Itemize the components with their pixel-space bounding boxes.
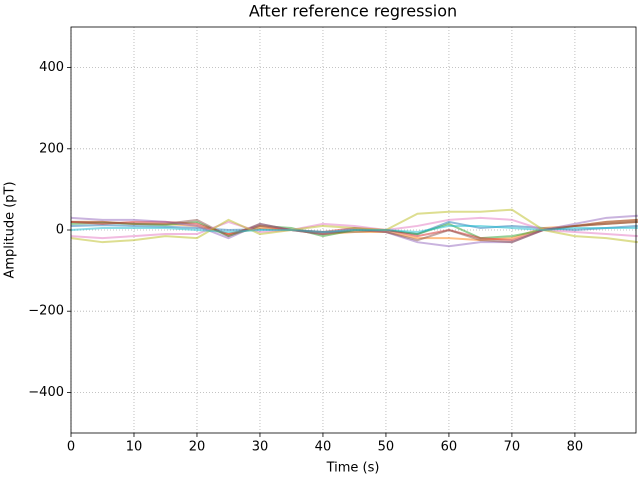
x-tick-label: 50 (378, 440, 395, 455)
y-tick-label: 400 (39, 60, 64, 75)
chart-title: After reference regression (249, 2, 457, 21)
x-tick-label: 40 (315, 440, 332, 455)
y-tick-label: 200 (39, 141, 64, 156)
x-tick-label: 70 (504, 440, 521, 455)
y-tick-label: 0 (56, 223, 64, 238)
x-tick-label: 60 (441, 440, 458, 455)
y-tick-label: −200 (28, 304, 64, 319)
y-axis-label: Amplitude (pT) (3, 181, 18, 278)
series-line (70, 224, 638, 234)
x-tick-label: 80 (567, 440, 584, 455)
plot-frame (70, 26, 637, 434)
x-tick-label: 20 (189, 440, 206, 455)
x-axis-label: Time (s) (326, 461, 380, 476)
y-tick-label: −400 (28, 385, 64, 400)
x-tick-label: 30 (252, 440, 269, 455)
x-tick-label: 10 (126, 440, 143, 455)
x-tick-label: 0 (67, 440, 75, 455)
